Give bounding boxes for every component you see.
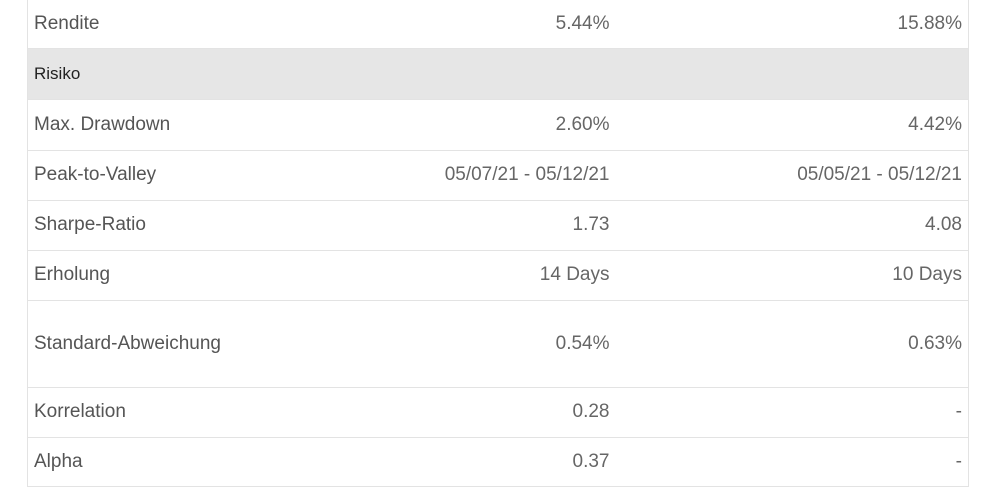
cell-value: 05/05/21 - 05/12/21: [615, 150, 969, 201]
section-title: Risiko: [27, 48, 969, 100]
cell-value: 05/07/21 - 05/12/21: [227, 150, 616, 201]
row-label: Alpha: [27, 437, 228, 487]
row-label: Erholung: [27, 250, 228, 301]
table-row: Max. Drawdown 2.60% 4.42%: [27, 99, 969, 151]
table-row: Standard-Abweichung 0.54% 0.63%: [27, 300, 969, 388]
row-label: Rendite: [27, 0, 228, 49]
row-label: Peak-to-Valley: [27, 150, 228, 201]
table-body: Rendite 5.44% 15.88% Risiko Max. Drawdown 2.6…: [27, 0, 969, 487]
cell-value: 0.63%: [615, 300, 969, 388]
table-row: Sharpe-Ratio 1.73 4.08: [27, 200, 969, 251]
cell-value: 5.44%: [227, 0, 616, 49]
row-label: Max. Drawdown: [27, 99, 228, 151]
cell-value: -: [615, 387, 969, 438]
section-row: Risiko: [27, 48, 969, 100]
row-label: Standard-Abweichung: [27, 300, 228, 388]
table-row: Korrelation 0.28-: [27, 387, 969, 438]
table-row: Peak-to-Valley 05/07/21 - 05/12/21 05/05/2…: [27, 150, 969, 201]
table-row: Rendite 5.44% 15.88%: [27, 0, 969, 49]
table-row: Erholung 14 Days 10 Days: [27, 250, 969, 301]
cell-value: 4.42%: [615, 99, 969, 151]
table-row: Alpha 0.37-: [27, 437, 969, 487]
row-label: Korrelation: [27, 387, 228, 438]
cell-value: 0.54%: [227, 300, 616, 388]
cell-value: 14 Days: [227, 250, 616, 301]
cell-value: 0.37: [227, 437, 616, 487]
cell-value: -: [615, 437, 969, 487]
cell-value: 0.28: [227, 387, 616, 438]
cell-value: 2.60%: [227, 99, 616, 151]
row-label: Sharpe-Ratio: [27, 200, 228, 251]
cell-value: 10 Days: [615, 250, 969, 301]
stats-table: Rendite 5.44% 15.88% Risiko Max. Drawdown 2.6…: [27, 0, 969, 487]
cell-value: 15.88%: [615, 0, 969, 49]
cell-value: 4.08: [615, 200, 969, 251]
cell-value: 1.73: [227, 200, 616, 251]
